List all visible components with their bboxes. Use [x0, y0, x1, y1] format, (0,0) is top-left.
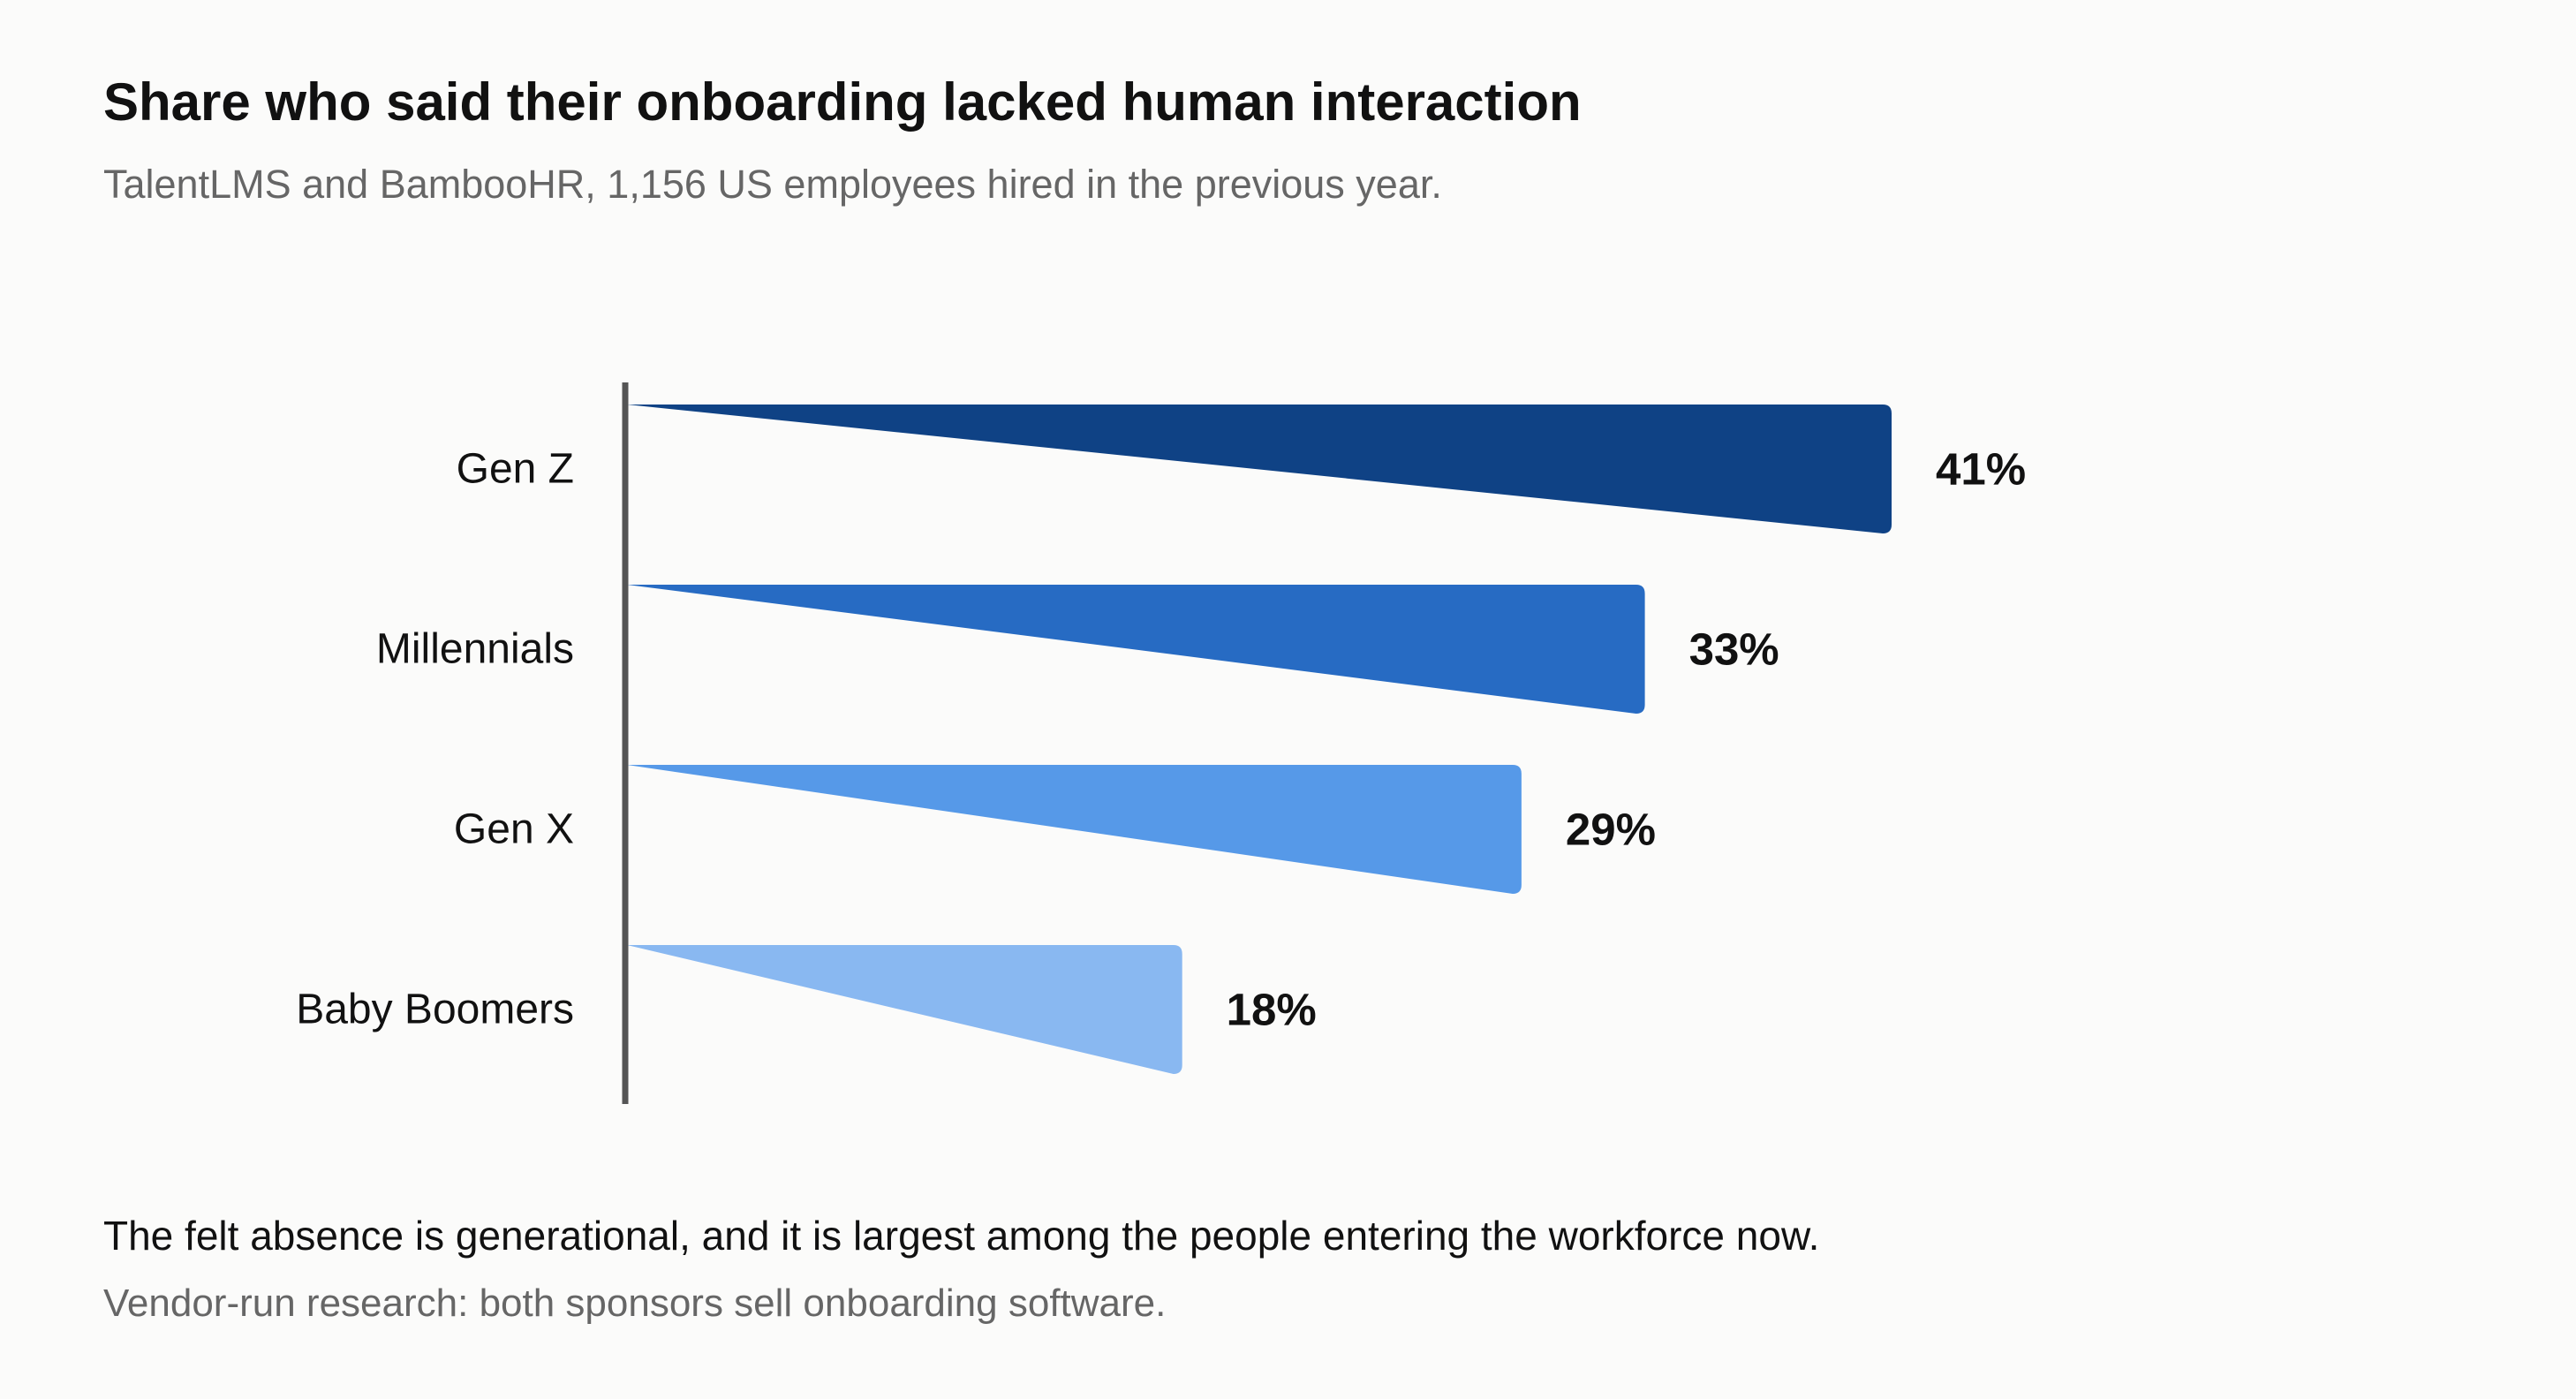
bar-millennials [627, 585, 1645, 714]
value-label-gen-z: 41% [1936, 444, 2026, 495]
chart-takeaway: The felt absence is generational, and it… [103, 1213, 1820, 1259]
bar-baby-boomers [627, 945, 1182, 1074]
category-label-baby-boomers: Baby Boomers [296, 987, 574, 1033]
chart-footnote: Vendor-run research: both sponsors sell … [103, 1282, 1167, 1325]
labels-layer: Gen Z 41% Millennials 33% Gen X 29% Baby Boome… [296, 444, 2026, 1035]
category-label-gen-x: Gen X [454, 806, 574, 853]
bar-gen-z [627, 405, 1892, 533]
chart-title: Share who said their onboarding lacked h… [103, 72, 1582, 132]
bar-gen-x [627, 765, 1522, 894]
category-label-millennials: Millennials [376, 626, 574, 673]
bars-layer [627, 405, 1892, 1074]
value-label-baby-boomers: 18% [1227, 985, 1317, 1035]
category-label-gen-z: Gen Z [457, 446, 574, 493]
chart-subtitle: TalentLMS and BambooHR, 1,156 US employe… [103, 162, 1442, 207]
value-label-gen-x: 29% [1566, 805, 1656, 855]
value-label-millennials: 33% [1689, 624, 1779, 675]
